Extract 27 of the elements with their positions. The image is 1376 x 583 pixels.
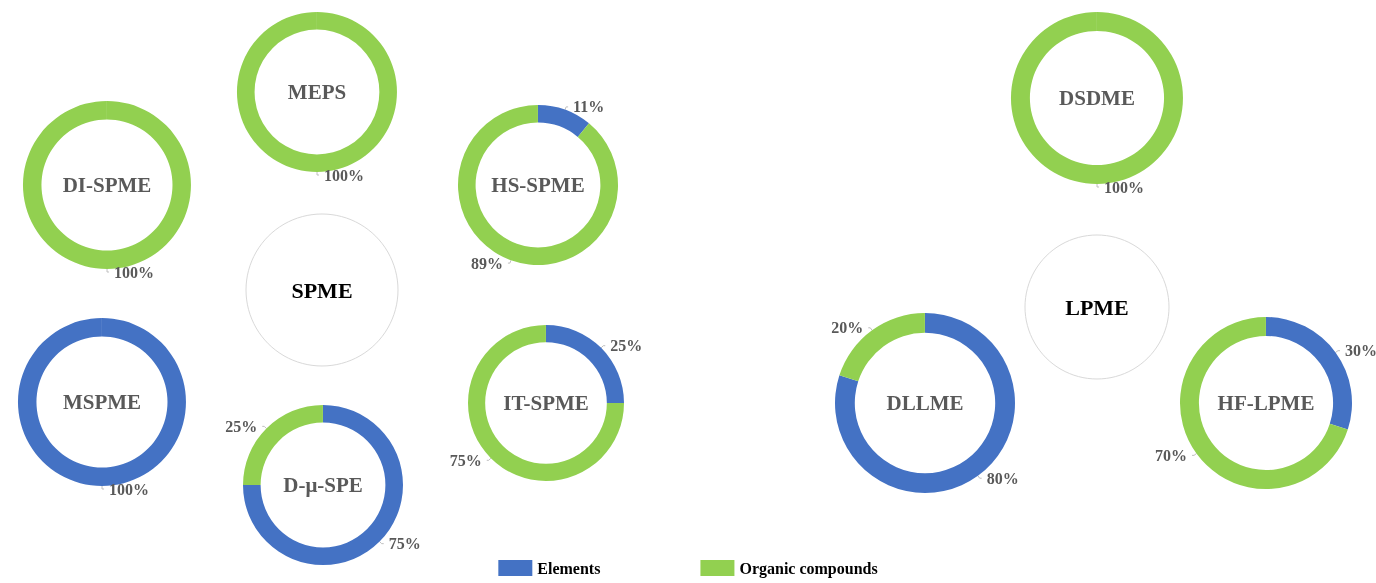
data-label: 25% [225, 417, 258, 435]
data-label: 100% [109, 480, 150, 498]
slice-label: MSPME [62, 390, 142, 414]
data-label: 20% [831, 319, 864, 337]
text: SPME [291, 277, 353, 303]
data-label: 100% [324, 166, 365, 184]
data-label: 11% [573, 98, 605, 116]
data-label: 30% [1345, 342, 1376, 360]
slice-label: IT-SPME [503, 391, 589, 415]
data-label: 75% [388, 535, 421, 553]
text: LPME [1065, 294, 1129, 320]
data-label: 25% [610, 337, 643, 355]
slice-label: DI-SPME [62, 173, 152, 197]
data-label: 100% [1104, 178, 1145, 196]
slice-label: HF-LPME [1217, 391, 1315, 415]
slice-label: HS-SPME [491, 173, 585, 197]
slice-label: DSDME [1059, 86, 1135, 110]
data-label: 89% [470, 254, 503, 272]
data-label: 100% [114, 263, 155, 281]
data-label: 80% [986, 469, 1019, 487]
legend-label: Organic compounds [739, 559, 878, 578]
slice-label: DLLME [886, 391, 964, 415]
slice-label: D-μ-SPE [283, 473, 363, 497]
data-label: 75% [449, 451, 482, 469]
legend-label: Elements [537, 559, 601, 577]
slice-label: MEPS [287, 80, 347, 104]
data-label: 70% [1155, 446, 1188, 464]
